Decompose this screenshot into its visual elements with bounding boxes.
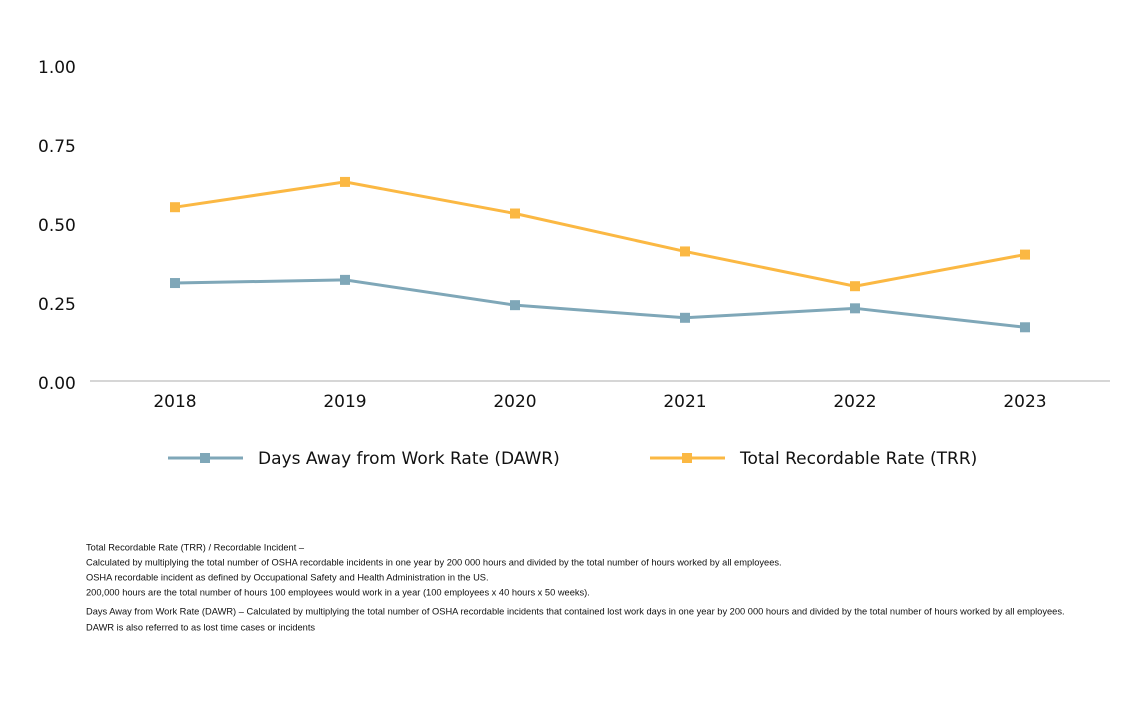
y-tick-label: 0.00 xyxy=(38,374,76,394)
x-tick-label: 2020 xyxy=(493,392,536,412)
marker xyxy=(850,281,860,292)
marker xyxy=(680,312,690,323)
marker xyxy=(850,303,860,314)
x-tick-label: 2021 xyxy=(663,392,706,412)
footnote: Days Away from Work Rate (DAWR) – Calcul… xyxy=(86,606,1065,616)
marker xyxy=(1020,322,1030,333)
x-tick-label: 2023 xyxy=(1003,392,1046,412)
legend-swatch xyxy=(682,453,692,463)
marker xyxy=(340,176,350,187)
x-tick-label: 2018 xyxy=(153,392,196,412)
footnote: 200,000 hours are the total number of ho… xyxy=(86,587,590,597)
marker xyxy=(1020,249,1030,260)
legend-label: Days Away from Work Rate (DAWR) xyxy=(258,449,560,469)
x-tick-label: 2019 xyxy=(323,392,366,412)
marker xyxy=(170,202,180,213)
marker xyxy=(170,278,180,289)
legend-label: Total Recordable Rate (TRR) xyxy=(739,449,977,469)
y-tick-label: 0.50 xyxy=(38,216,76,236)
y-tick-label: 0.75 xyxy=(38,137,76,157)
footnote: Total Recordable Rate (TRR) / Recordable… xyxy=(86,542,305,552)
y-tick-label: 1.00 xyxy=(38,58,76,78)
y-tick-label: 0.25 xyxy=(38,295,76,315)
x-tick-label: 2022 xyxy=(833,392,876,412)
footnote: DAWR is also referred to as lost time ca… xyxy=(86,622,315,632)
marker xyxy=(680,246,690,257)
series-line xyxy=(174,278,1026,329)
marker xyxy=(510,300,520,311)
marker xyxy=(340,274,350,285)
footnote: Calculated by multiplying the total numb… xyxy=(86,557,782,567)
footnote: OSHA recordable incident as defined by O… xyxy=(86,572,489,582)
legend-swatch xyxy=(200,453,210,463)
series-line xyxy=(174,180,1026,288)
marker xyxy=(510,208,520,219)
